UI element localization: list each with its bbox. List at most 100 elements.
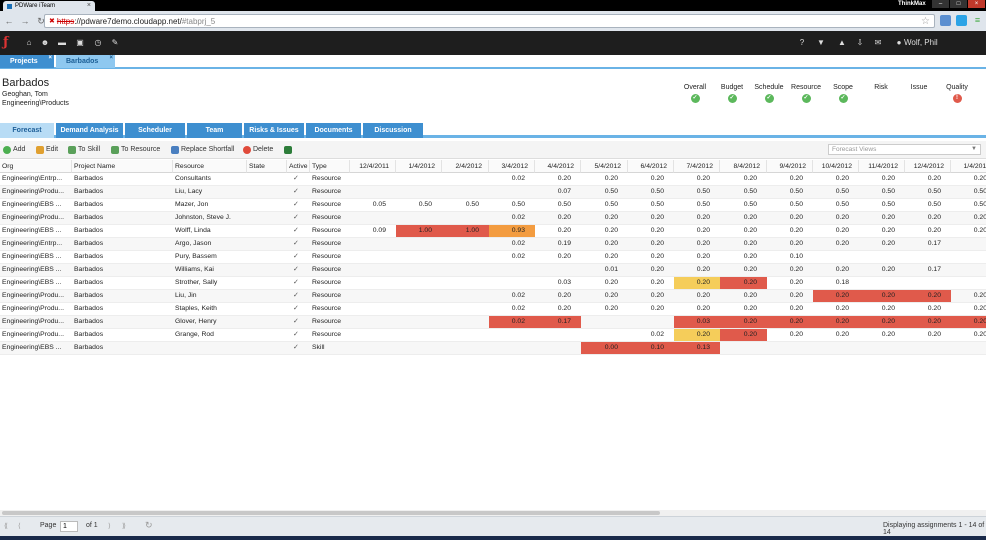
forecast-value-cell[interactable]: 0.20 — [650, 227, 664, 234]
forecast-value-cell[interactable]: 0.20 — [604, 227, 618, 234]
column-header[interactable]: 5/4/2012 — [581, 160, 628, 173]
resource-cell[interactable]: Mazer, Jon — [175, 201, 209, 208]
forecast-value-cell[interactable] — [396, 290, 442, 302]
forecast-value-cell[interactable]: 0.17 — [927, 266, 941, 273]
forecast-value-cell[interactable]: 0.02 — [650, 331, 664, 338]
project-cell[interactable]: Barbados — [74, 266, 104, 273]
forecast-value-cell[interactable] — [442, 251, 489, 263]
forecast-value-cell[interactable]: 0.20 — [696, 266, 710, 273]
column-header[interactable]: 4/4/2012 — [535, 160, 581, 173]
page-number-input[interactable] — [60, 521, 78, 532]
forecast-value-cell[interactable] — [628, 316, 674, 328]
forecast-value-cell[interactable]: 0.20 — [557, 305, 571, 312]
forecast-value-cell[interactable] — [396, 212, 442, 224]
type-cell[interactable]: Resource — [312, 253, 342, 260]
forecast-value-cell[interactable]: 0.20 — [604, 175, 618, 182]
forecast-value-cell[interactable] — [442, 290, 489, 302]
project-cell[interactable]: Barbados — [74, 214, 104, 221]
active-checkbox[interactable]: ✓ — [293, 279, 299, 286]
forecast-value-cell[interactable]: 0.20 — [696, 227, 710, 234]
forecast-value-cell[interactable]: 0.20 — [743, 240, 757, 247]
forecast-value-cell[interactable]: 0.20 — [789, 266, 803, 273]
forecast-value-cell[interactable]: 0.20 — [835, 305, 849, 312]
tab-forecast[interactable]: Forecast — [0, 123, 54, 138]
resource-cell[interactable]: Liu, Lacy — [175, 188, 203, 195]
forecast-value-cell[interactable]: 0.20 — [927, 227, 941, 234]
tab-projects[interactable]: Projects × — [0, 55, 54, 68]
forecast-value-cell[interactable]: 0.02 — [511, 253, 525, 260]
forecast-value-cell[interactable] — [350, 186, 396, 198]
project-cell[interactable]: Barbados — [74, 201, 104, 208]
forecast-value-cell[interactable]: 0.20 — [973, 227, 986, 234]
forecast-value-cell[interactable]: 0.20 — [859, 290, 905, 302]
forecast-value-cell[interactable]: 0.20 — [881, 266, 895, 273]
project-cell[interactable]: Barbados — [74, 292, 104, 299]
forecast-value-cell[interactable] — [350, 212, 396, 224]
help-icon[interactable]: ? — [799, 38, 805, 47]
forecast-value-cell[interactable]: 0.03 — [557, 279, 571, 286]
forecast-value-cell[interactable]: 0.20 — [881, 331, 895, 338]
type-cell[interactable]: Resource — [312, 305, 342, 312]
forecast-value-cell[interactable]: 0.50 — [650, 188, 664, 195]
forecast-value-cell[interactable]: 0.20 — [881, 305, 895, 312]
forecast-value-cell[interactable]: 0.20 — [881, 214, 895, 221]
project-cell[interactable]: Barbados — [74, 344, 104, 351]
table-row[interactable]: Engineering\Produ... Barbados Liu, Lacy ✓ Re… — [0, 186, 986, 199]
forecast-value-cell[interactable]: 0.50 — [696, 188, 710, 195]
forecast-value-cell[interactable]: 0.20 — [927, 175, 941, 182]
close-window-button[interactable]: × — [968, 0, 985, 8]
column-header[interactable]: 2/4/2012 — [442, 160, 489, 173]
wrench-icon[interactable]: ✎ — [111, 38, 119, 47]
forecast-value-cell[interactable] — [442, 316, 489, 328]
type-cell[interactable]: Resource — [312, 331, 342, 338]
scrollbar-thumb[interactable] — [2, 511, 660, 515]
people-icon[interactable]: ☻ — [40, 38, 50, 47]
table-row[interactable]: Engineering\EBS ... Barbados Pury, Bassem ✓… — [0, 251, 986, 264]
resource-cell[interactable]: Argo, Jason — [175, 240, 212, 247]
forecast-value-cell[interactable]: 0.20 — [973, 305, 986, 312]
forecast-value-cell[interactable] — [489, 342, 535, 354]
resource-cell[interactable]: Williams, Kai — [175, 266, 214, 273]
forecast-value-cell[interactable] — [489, 264, 535, 276]
forecast-value-cell[interactable] — [396, 173, 442, 185]
forecast-value-cell[interactable]: 0.50 — [465, 201, 479, 208]
forecast-value-cell[interactable] — [396, 329, 442, 341]
project-cell[interactable]: Barbados — [74, 279, 104, 286]
forecast-value-cell[interactable]: 0.20 — [835, 175, 849, 182]
tab-documents[interactable]: Documents — [306, 123, 361, 138]
active-checkbox[interactable]: ✓ — [293, 292, 299, 299]
forecast-value-cell[interactable] — [535, 264, 581, 276]
forecast-value-cell[interactable]: 0.20 — [789, 292, 803, 299]
forecast-value-cell[interactable] — [442, 329, 489, 341]
forecast-value-cell[interactable]: 0.50 — [743, 201, 757, 208]
type-cell[interactable]: Resource — [312, 240, 342, 247]
org-cell[interactable]: Engineering\Produ... — [2, 331, 64, 338]
forecast-value-cell[interactable] — [489, 329, 535, 341]
forecast-value-cell[interactable]: 0.20 — [835, 266, 849, 273]
forecast-value-cell[interactable] — [396, 342, 442, 354]
forecast-value-cell[interactable]: 0.50 — [789, 201, 803, 208]
type-cell[interactable]: Resource — [312, 292, 342, 299]
active-checkbox[interactable]: ✓ — [293, 253, 299, 260]
forecast-value-cell[interactable]: 0.20 — [973, 331, 986, 338]
table-row[interactable]: Engineering\Produ... Barbados Liu, Jin ✓ Res… — [0, 290, 986, 303]
forecast-value-cell[interactable]: 0.50 — [973, 188, 986, 195]
active-checkbox[interactable]: ✓ — [293, 201, 299, 208]
forecast-value-cell[interactable]: 0.50 — [511, 201, 525, 208]
forecast-value-cell[interactable]: 0.20 — [604, 253, 618, 260]
forecast-value-cell[interactable]: 0.20 — [557, 214, 571, 221]
forecast-value-cell[interactable]: 0.10 — [628, 342, 674, 354]
active-checkbox[interactable]: ✓ — [293, 305, 299, 312]
forecast-value-cell[interactable]: 1.00 — [442, 225, 489, 237]
forecast-value-cell[interactable] — [951, 342, 986, 354]
forecast-value-cell[interactable] — [535, 342, 581, 354]
forecast-value-cell[interactable]: 0.20 — [881, 175, 895, 182]
forecast-value-cell[interactable]: 0.20 — [743, 292, 757, 299]
type-cell[interactable]: Resource — [312, 188, 342, 195]
tab-barbados[interactable]: Barbados × — [56, 55, 115, 68]
forecast-value-cell[interactable]: 0.50 — [789, 188, 803, 195]
forward-icon[interactable]: → — [20, 16, 30, 26]
forecast-value-cell[interactable] — [489, 186, 535, 198]
forecast-value-cell[interactable]: 0.02 — [511, 175, 525, 182]
forecast-value-cell[interactable]: 0.17 — [535, 316, 581, 328]
